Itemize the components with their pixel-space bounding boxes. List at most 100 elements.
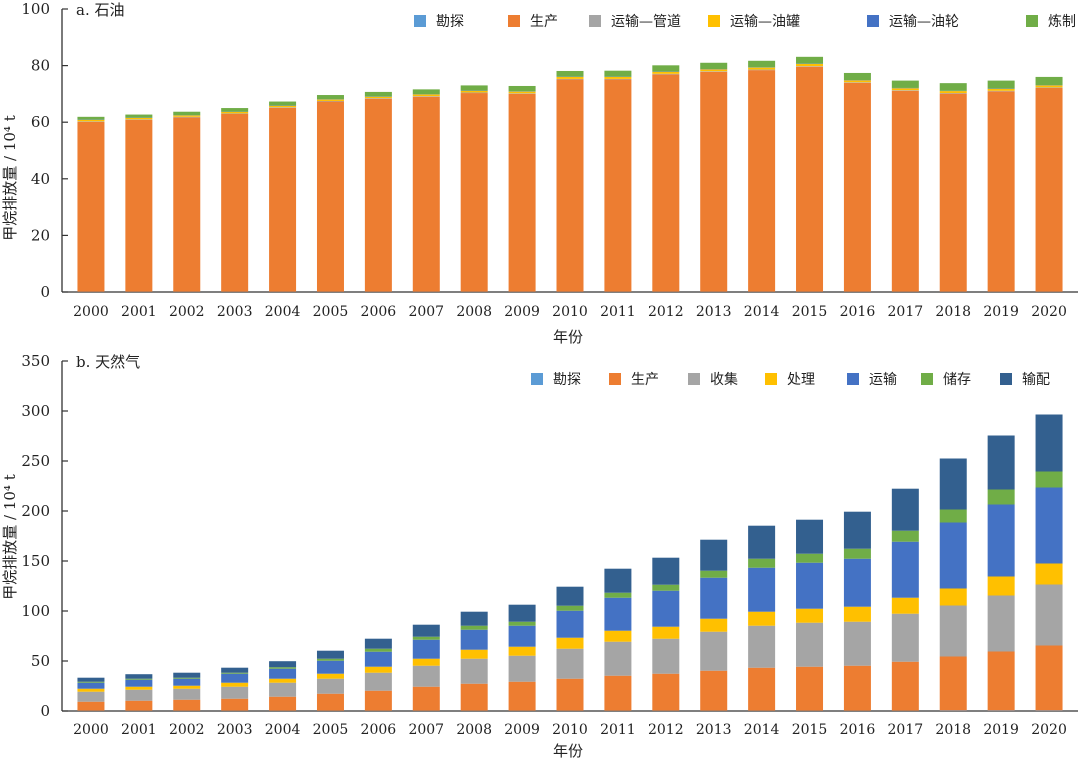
legend-item: 运输 [847, 372, 897, 388]
y-tick-label: 150 [21, 552, 50, 570]
legend-swatch [765, 373, 777, 385]
bar-segment-2003-3 [221, 687, 248, 699]
legend-label: 运输 [869, 372, 897, 388]
x-tick-label: 2009 [504, 304, 540, 320]
x-tick-label: 2018 [935, 304, 971, 320]
bar-segment-2017-6 [892, 531, 919, 542]
bar-segment-2016-2 [844, 666, 871, 711]
y-tick-label: 50 [31, 652, 50, 670]
bar-segment-2004-3 [269, 107, 296, 108]
bar-segment-2017-2 [892, 91, 919, 292]
x-tick-label: 2006 [361, 304, 397, 320]
legend-item: 输配 [1000, 372, 1050, 388]
legend-swatch [847, 373, 859, 385]
bar-segment-2011-4 [604, 77, 631, 79]
legend-swatch [708, 15, 720, 27]
bar-segment-2016-3 [844, 622, 871, 666]
x-tick-label: 2015 [792, 722, 828, 738]
bar-segment-2019-4 [988, 577, 1015, 596]
bar-segment-2012-6 [652, 65, 679, 71]
bar-segment-2010-3 [557, 649, 584, 679]
bar-segment-2012-4 [652, 72, 679, 74]
bar-segment-2008-2 [461, 684, 488, 711]
bar-segment-2003-6 [221, 673, 248, 674]
bar-segment-2002-5 [173, 679, 200, 686]
bar-segment-2011-2 [604, 676, 631, 711]
bar-segment-2010-4 [557, 638, 584, 649]
legend-item: 运输—管道 [589, 14, 681, 30]
x-tick-label: 2019 [983, 722, 1019, 738]
y-axis-title-oil: 甲烷排放量 / 10⁴ t [1, 115, 19, 241]
bar-segment-2020-6 [1036, 472, 1063, 488]
x-tick-label: 2020 [1031, 722, 1067, 738]
bar-segment-2019-6 [988, 81, 1015, 89]
bar-segment-2015-5 [796, 563, 823, 609]
bar-segment-2018-1 [940, 711, 967, 712]
bar-segment-2009-4 [509, 92, 536, 94]
bar-segment-2016-7 [844, 512, 871, 549]
bar-segment-2019-1 [988, 711, 1015, 712]
bar-segment-2011-7 [604, 569, 631, 593]
bar-segment-2005-4 [317, 674, 344, 679]
bar-segment-2008-4 [461, 650, 488, 659]
bar-segment-2016-6 [844, 73, 871, 80]
bars-oil [77, 57, 1062, 292]
x-tick-label: 2001 [121, 722, 157, 738]
bar-segment-2019-3 [988, 91, 1015, 92]
x-tick-label: 2003 [217, 304, 253, 320]
bar-segment-2012-3 [652, 639, 679, 674]
x-tick-label: 2015 [792, 304, 828, 320]
bar-segment-2015-6 [796, 554, 823, 563]
bar-segment-2016-3 [844, 82, 871, 83]
bar-segment-2006-6 [365, 92, 392, 97]
legend-swatch [589, 15, 601, 27]
x-tick-label: 2002 [169, 722, 205, 738]
legend-label: 炼制 [1048, 14, 1076, 30]
x-tick-label: 2010 [552, 722, 588, 738]
bar-segment-2003-4 [221, 683, 248, 687]
bar-segment-2019-7 [988, 436, 1015, 490]
bar-segment-2020-2 [1036, 88, 1063, 292]
bar-segment-2013-3 [700, 632, 727, 671]
bar-segment-2018-4 [940, 589, 967, 606]
x-tick-label: 2019 [983, 304, 1019, 320]
bar-segment-2007-4 [413, 659, 440, 666]
bar-segment-2007-2 [413, 687, 440, 711]
bar-segment-2017-3 [892, 90, 919, 91]
bar-segment-2008-6 [461, 85, 488, 90]
legend-item: 勘探 [414, 14, 464, 30]
x-tick-label: 2005 [313, 304, 349, 320]
bar-segment-2000-5 [77, 683, 104, 689]
legend-item: 炼制 [1026, 14, 1076, 30]
bar-segment-2013-4 [700, 69, 727, 71]
bar-segment-2005-3 [317, 679, 344, 694]
y-tick-label: 0 [40, 702, 50, 720]
x-tick-label: 2017 [888, 304, 924, 320]
bar-segment-2003-2 [221, 699, 248, 711]
legend-swatch [1000, 373, 1012, 385]
x-tick-label: 2012 [648, 304, 684, 320]
x-tick-label: 2000 [73, 722, 109, 738]
bar-segment-2002-4 [173, 115, 200, 116]
bar-segment-2002-3 [173, 689, 200, 700]
bar-segment-2000-4 [77, 689, 104, 692]
legend-label: 勘探 [553, 372, 581, 388]
bar-segment-2000-3 [77, 692, 104, 702]
bar-segment-2013-6 [700, 571, 727, 578]
bar-segment-2006-7 [365, 639, 392, 649]
bar-segment-2000-2 [77, 122, 104, 292]
bar-segment-2012-6 [652, 585, 679, 591]
bar-segment-2009-3 [509, 656, 536, 682]
bar-segment-2002-6 [173, 678, 200, 679]
bar-segment-2002-3 [173, 117, 200, 118]
bar-segment-2001-2 [125, 120, 152, 292]
bar-segment-2004-2 [269, 697, 296, 711]
legend-label: 生产 [631, 372, 659, 388]
bar-segment-2012-2 [652, 674, 679, 711]
bar-segment-2008-3 [461, 659, 488, 684]
bar-segment-2011-3 [604, 79, 631, 80]
bar-segment-2010-7 [557, 587, 584, 606]
bar-segment-2005-6 [317, 95, 344, 99]
bar-segment-2012-5 [652, 591, 679, 627]
